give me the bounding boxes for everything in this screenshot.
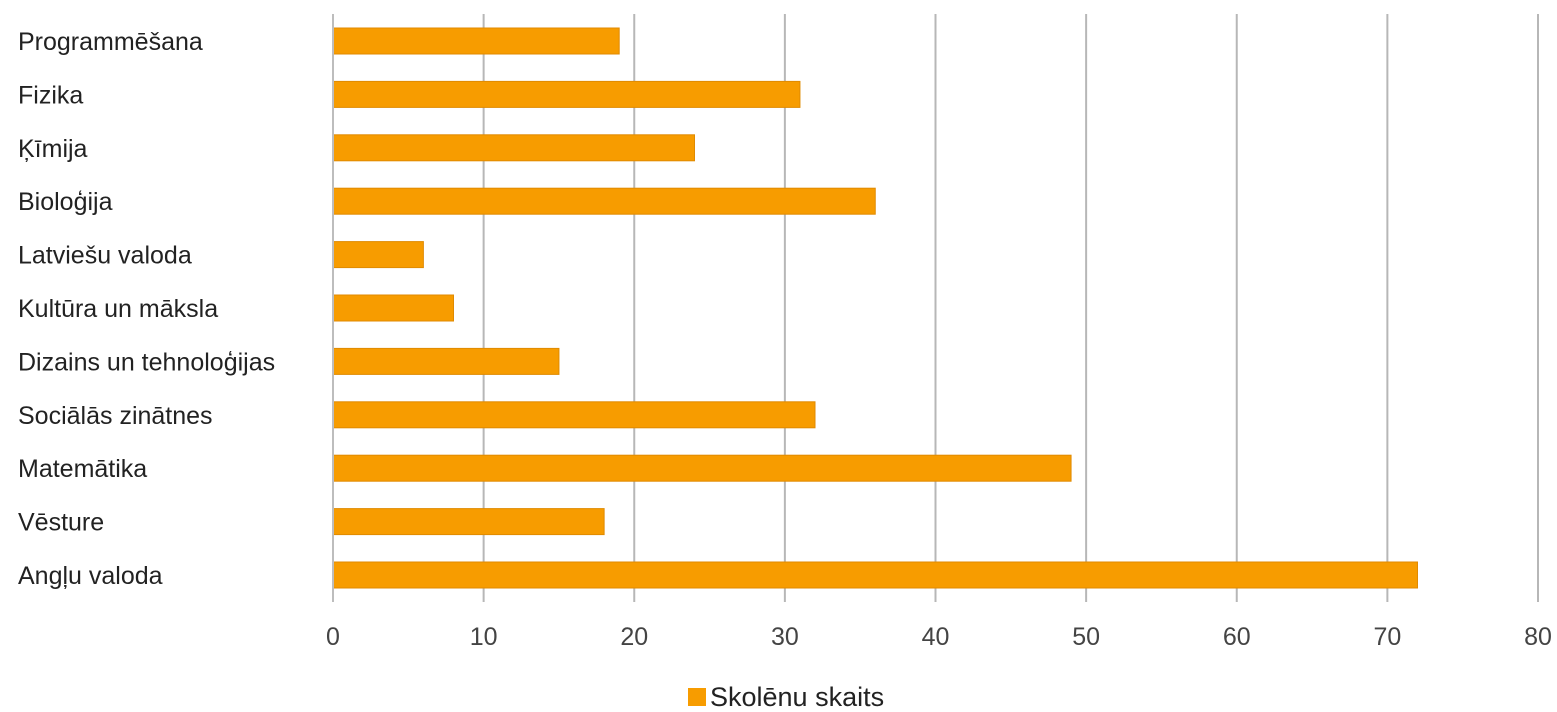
x-tick-labels: 0 10 20 30 40 50 60 70 80 xyxy=(326,623,1552,651)
category-label: Kultūra un māksla xyxy=(18,295,218,323)
x-tick-label: 80 xyxy=(1524,623,1552,651)
category-label: Sociālās zinātnes xyxy=(18,402,213,430)
bar-7 xyxy=(332,401,816,429)
category-labels: Programmēšana Fizika Ķīmija Bioloģija Latvie… xyxy=(18,28,275,590)
legend: Skolēnu skaits xyxy=(688,682,884,712)
bar-10 xyxy=(332,561,1418,589)
bar-6 xyxy=(332,347,560,375)
category-label: Ķīmija xyxy=(18,135,88,163)
bar-9 xyxy=(332,508,605,536)
legend-label: Skolēnu skaits xyxy=(710,682,884,712)
category-label: Bioloģija xyxy=(18,188,113,216)
bar-5 xyxy=(332,294,454,322)
bar-0 xyxy=(332,27,620,55)
x-tick-label: 50 xyxy=(1072,623,1100,651)
gridlines xyxy=(482,14,1539,602)
category-label: Latviešu valoda xyxy=(18,242,192,270)
x-tick-label: 70 xyxy=(1373,623,1401,651)
category-label: Angļu valoda xyxy=(18,562,163,590)
x-tick-label: 40 xyxy=(922,623,950,651)
x-tick-label: 60 xyxy=(1223,623,1251,651)
x-tick-label: 10 xyxy=(470,623,498,651)
bar-4 xyxy=(332,241,424,269)
category-label: Programmēšana xyxy=(18,28,203,56)
x-tick-label: 0 xyxy=(326,623,340,651)
x-tick-label: 20 xyxy=(620,623,648,651)
legend-swatch xyxy=(688,688,706,706)
x-tick-label: 30 xyxy=(771,623,799,651)
bar-8 xyxy=(332,454,1072,482)
category-label: Matemātika xyxy=(18,455,147,483)
category-label: Dizains un tehnoloģijas xyxy=(18,348,275,376)
category-label: Fizika xyxy=(18,81,83,109)
bars xyxy=(332,27,1418,589)
category-label: Vēsture xyxy=(18,509,104,537)
bar-2 xyxy=(332,134,695,162)
bar-3 xyxy=(332,187,876,215)
bar-1 xyxy=(332,80,801,108)
